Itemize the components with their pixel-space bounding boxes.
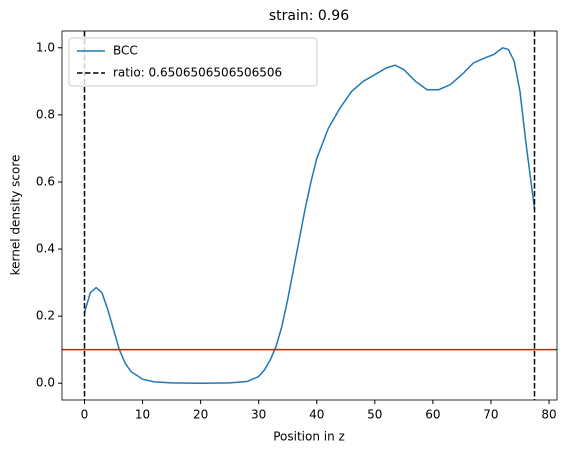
x-tick-label: 50: [367, 408, 382, 422]
x-tick-label: 40: [309, 408, 324, 422]
y-tick-label: 0.8: [36, 107, 55, 121]
y-axis-label: kernel density score: [9, 155, 23, 276]
x-tick-label: 70: [483, 408, 498, 422]
x-tick-label: 60: [425, 408, 440, 422]
x-tick-label: 80: [541, 408, 556, 422]
x-tick-label: 0: [81, 408, 89, 422]
x-axis-label: Position in z: [273, 430, 345, 444]
y-tick-label: 1.0: [36, 40, 55, 54]
x-tick-label: 20: [193, 408, 208, 422]
x-tick-label: 30: [251, 408, 266, 422]
legend-box: [68, 37, 318, 87]
axes-frame: [61, 30, 558, 401]
data-line: [83, 46, 536, 384]
legend-label: BCC: [113, 44, 138, 58]
y-tick-label: 0.4: [36, 242, 55, 256]
legend-label: ratio: 0.6506506506506506: [113, 66, 282, 80]
y-tick-label: 0.6: [36, 174, 55, 188]
y-tick-label: 0.0: [36, 376, 55, 390]
y-tick-label: 0.2: [36, 309, 55, 323]
x-tick-label: 10: [135, 408, 150, 422]
chart-title: strain: 0.96: [269, 8, 349, 24]
